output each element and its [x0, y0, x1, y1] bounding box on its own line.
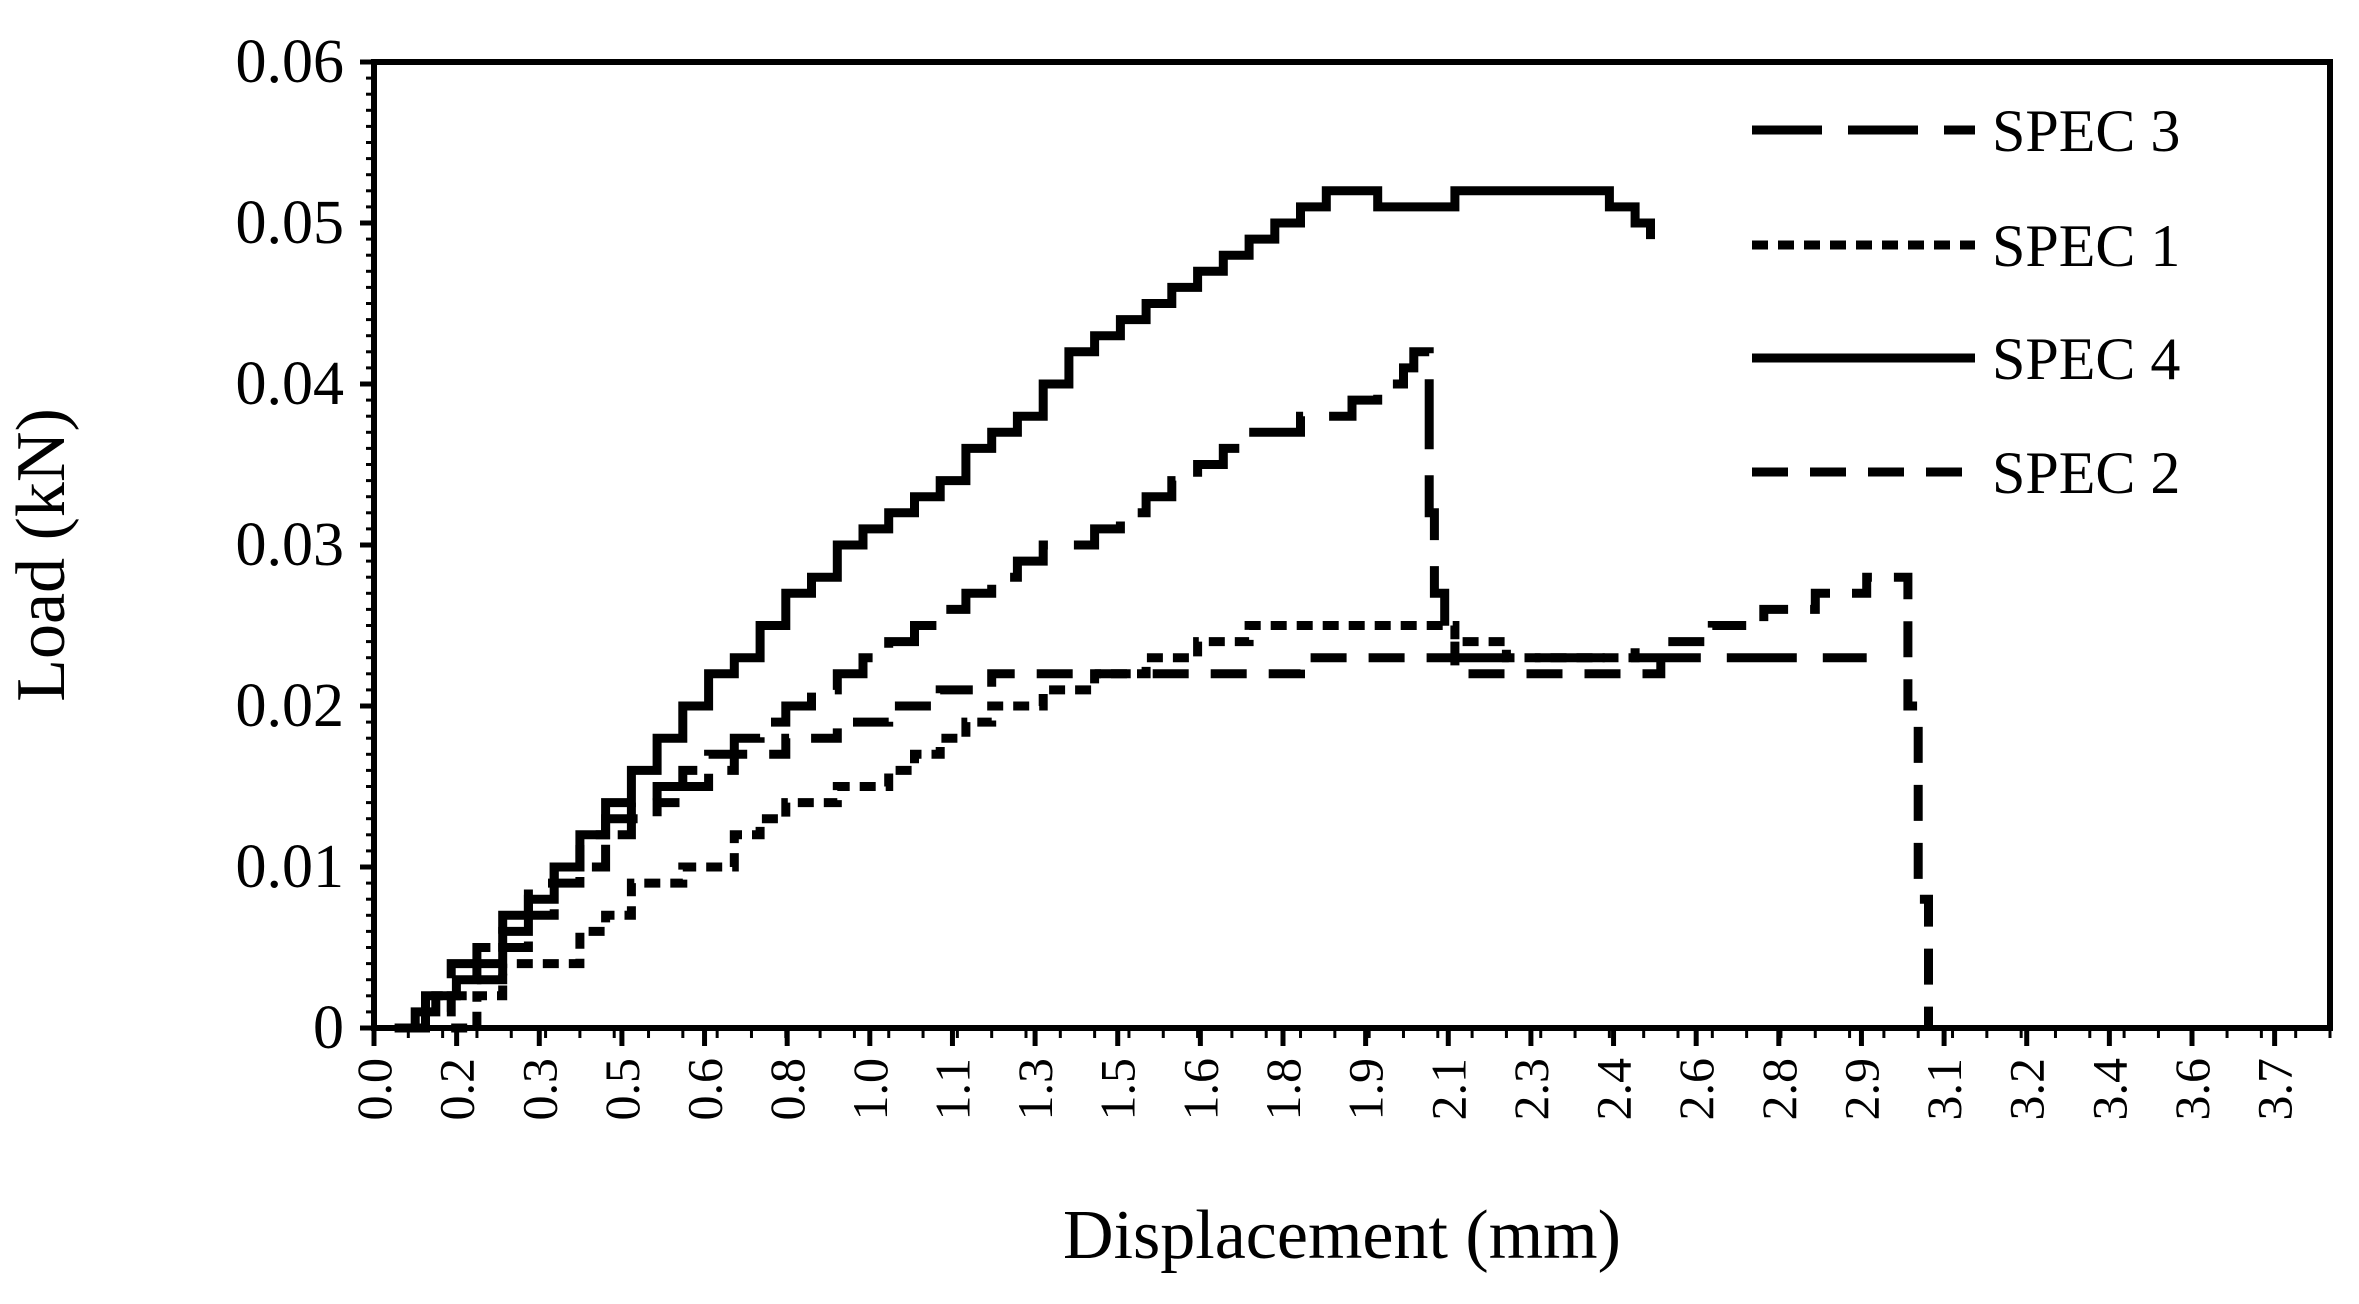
x-tick-label: 2.4 [1586, 1058, 1642, 1121]
x-axis-title: Displacement (mm) [1063, 1197, 1621, 1274]
x-tick-label: 3.6 [2164, 1058, 2220, 1121]
x-tick-label: 0.2 [429, 1058, 485, 1121]
x-tick-label: 3.4 [2081, 1058, 2137, 1121]
x-tick-label: 2.9 [1833, 1058, 1889, 1121]
x-tick-label: 1.0 [842, 1058, 898, 1121]
x-tick-label: 3.1 [1916, 1058, 1972, 1121]
x-tick-label: 3.2 [1999, 1058, 2055, 1121]
y-tick-label: 0.04 [236, 350, 345, 418]
x-tick-label: 2.6 [1668, 1058, 1724, 1121]
y-tick-label: 0.02 [236, 672, 345, 740]
x-tick-label: 0.8 [759, 1058, 815, 1121]
series-line-spec-2 [404, 572, 1933, 1033]
series-line-spec-4 [394, 186, 1655, 1033]
x-tick-label: 1.3 [1007, 1058, 1063, 1121]
series-line-spec-1 [451, 621, 1640, 1033]
x-tick-label: 2.8 [1751, 1058, 1807, 1121]
y-tick-label: 0.01 [236, 833, 345, 901]
y-tick-label: 0 [313, 994, 344, 1062]
legend: SPEC 3 SPEC 1 SPEC 4 SPEC 2 [1752, 98, 2180, 506]
x-tick-label: 3.7 [2247, 1058, 2303, 1121]
x-tick-label: 0.0 [346, 1058, 402, 1121]
legend-label: SPEC 2 [1992, 440, 2180, 506]
x-tick-label: 2.1 [1420, 1058, 1476, 1121]
y-tick-label: 0.05 [236, 189, 345, 257]
y-axis-ticks: 0 0.01 0.02 0.03 0.04 0.05 0.06 [236, 28, 374, 1062]
x-tick-label: 0.6 [677, 1058, 733, 1121]
x-tick-label: 1.6 [1172, 1058, 1228, 1121]
legend-label: SPEC 3 [1992, 98, 2180, 164]
x-tick-label: 1.1 [924, 1058, 980, 1121]
y-axis-title: Load (kN) [3, 408, 80, 702]
x-tick-label: 1.8 [1255, 1058, 1311, 1121]
x-tick-label: 1.9 [1338, 1058, 1394, 1121]
legend-label: SPEC 4 [1992, 326, 2180, 392]
y-tick-label: 0.03 [236, 511, 345, 579]
x-tick-label: 1.5 [1090, 1058, 1146, 1121]
series-layer [394, 186, 1933, 1033]
x-tick-label: 0.5 [594, 1058, 650, 1121]
legend-label: SPEC 1 [1992, 213, 2180, 279]
x-tick-label: 2.3 [1503, 1058, 1559, 1121]
x-axis-ticks: 0.0 0.2 0.3 0.5 0.6 0.8 1.0 1.1 1.3 1.5 1.6 1.8 1.9 2… [346, 1028, 2332, 1121]
x-tick-label: 0.3 [511, 1058, 567, 1121]
y-tick-label: 0.06 [236, 28, 345, 96]
